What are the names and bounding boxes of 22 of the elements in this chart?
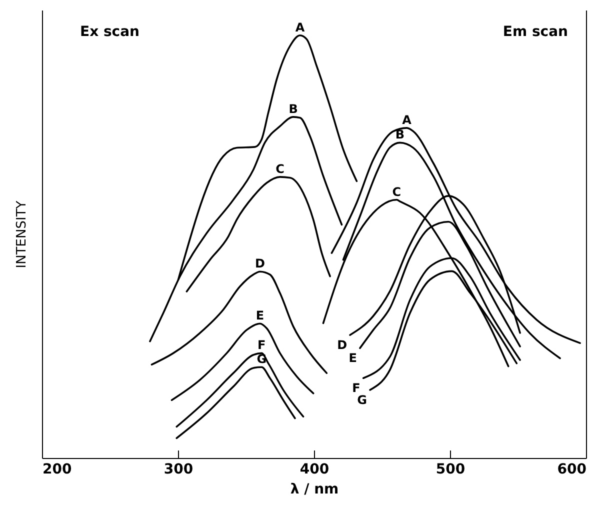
- y-axis-title: INTENSITY: [14, 200, 30, 268]
- series-label: B: [395, 128, 405, 142]
- series-label: E: [256, 308, 264, 323]
- x-tick-label: 400: [300, 462, 330, 478]
- series-label: E: [348, 351, 357, 366]
- annotation: Em scan: [502, 24, 568, 40]
- series-label: A: [295, 20, 306, 34]
- x-axis-title: λ / nm: [290, 482, 339, 498]
- x-tick-label: 600: [557, 462, 587, 478]
- series-label: F: [352, 381, 360, 396]
- x-tick-label: 500: [436, 462, 466, 478]
- series-label: D: [255, 256, 266, 271]
- series-label: C: [392, 184, 402, 199]
- series-label: D: [337, 338, 348, 352]
- series-label: A: [402, 112, 412, 127]
- x-tick-label: 200: [42, 462, 72, 478]
- series-label: F: [258, 338, 266, 352]
- annotation: Ex scan: [80, 24, 140, 40]
- series-label: G: [357, 392, 368, 407]
- x-tick-label: 300: [164, 462, 194, 478]
- series-label: B: [288, 102, 298, 116]
- series-label: C: [276, 162, 285, 176]
